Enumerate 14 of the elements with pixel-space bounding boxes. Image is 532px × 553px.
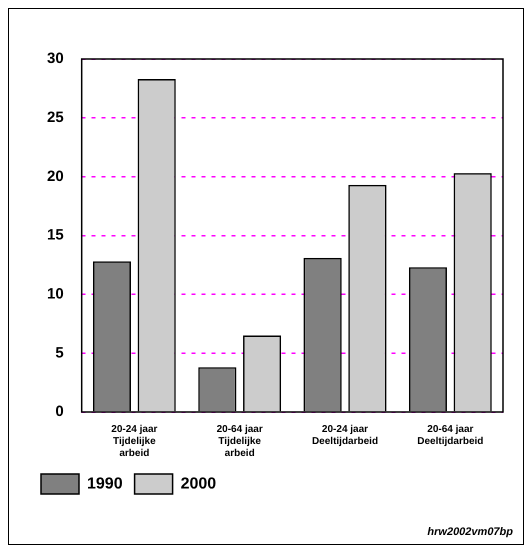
x-tick-label: 20-24 jaar Deeltijdarbeid	[312, 424, 378, 447]
x-tick-label: 20-64 jaar Tijdelijke arbeid	[216, 424, 263, 459]
text: hrw2002vm07bp	[427, 526, 514, 538]
y-tick-label: 0	[55, 403, 64, 420]
legend-label: 2000	[180, 475, 216, 492]
y-tick-label: 30	[46, 50, 64, 68]
x-tick-label: 20-24 jaar Tijdelijke arbeid	[111, 424, 158, 459]
x-tick-label: 20-64 jaar Deeltijdarbeid	[417, 424, 484, 447]
y-tick-label: 10	[46, 285, 64, 302]
y-tick-label: 5	[55, 344, 64, 362]
y-tick-label: 20	[46, 168, 64, 185]
y-tick-label: 25	[46, 108, 64, 126]
legend-label: 1990	[87, 475, 123, 492]
y-tick-label: 15	[46, 226, 64, 244]
